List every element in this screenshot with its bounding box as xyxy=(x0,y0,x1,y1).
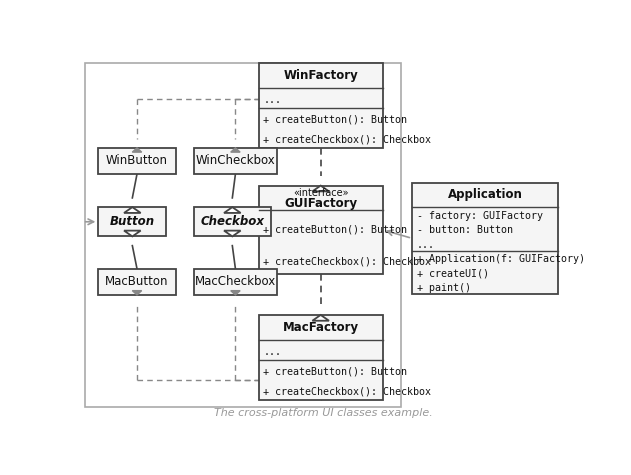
Text: MacButton: MacButton xyxy=(105,276,168,288)
Text: WinFactory: WinFactory xyxy=(283,69,358,82)
Polygon shape xyxy=(124,231,141,237)
Polygon shape xyxy=(312,186,329,191)
Text: The cross-platform UI classes example.: The cross-platform UI classes example. xyxy=(214,408,433,418)
Text: Button: Button xyxy=(110,215,155,228)
Polygon shape xyxy=(312,315,329,321)
Text: + createButton(): Button: + createButton(): Button xyxy=(263,224,408,234)
Text: - factory: GUIFactory: - factory: GUIFactory xyxy=(416,211,543,221)
Bar xyxy=(194,148,277,174)
Bar xyxy=(98,207,167,237)
Bar xyxy=(259,186,382,274)
Text: + createButton(): Button: + createButton(): Button xyxy=(263,367,408,377)
Bar xyxy=(259,315,382,399)
Polygon shape xyxy=(133,291,142,295)
Text: + createCheckbox(): Checkbox: + createCheckbox(): Checkbox xyxy=(263,387,432,397)
Bar xyxy=(98,148,176,174)
Text: + createButton(): Button: + createButton(): Button xyxy=(263,115,408,125)
Text: - button: Button: - button: Button xyxy=(416,225,513,235)
Bar xyxy=(194,269,277,295)
Text: WinCheckbox: WinCheckbox xyxy=(196,154,275,168)
Polygon shape xyxy=(224,207,240,213)
Text: + Application(f: GUIFactory): + Application(f: GUIFactory) xyxy=(416,254,585,265)
Polygon shape xyxy=(224,231,240,237)
Bar xyxy=(85,63,401,407)
Text: ...: ... xyxy=(263,347,281,357)
Text: Application: Application xyxy=(447,188,522,201)
Text: + createCheckbox(): Checkbox: + createCheckbox(): Checkbox xyxy=(263,256,432,266)
Text: Checkbox: Checkbox xyxy=(200,215,264,228)
Bar xyxy=(194,207,271,237)
Text: «interface»: «interface» xyxy=(293,188,348,198)
Text: WinButton: WinButton xyxy=(106,154,168,168)
Text: GUIFactory: GUIFactory xyxy=(284,197,357,210)
Text: ...: ... xyxy=(263,95,281,105)
Bar xyxy=(259,63,382,148)
Polygon shape xyxy=(133,148,142,152)
Polygon shape xyxy=(231,291,240,295)
Polygon shape xyxy=(231,148,240,152)
Polygon shape xyxy=(124,207,141,213)
Text: + createUI(): + createUI() xyxy=(416,269,489,279)
Text: + paint(): + paint() xyxy=(416,284,471,294)
Bar xyxy=(412,182,558,294)
Text: MacCheckbox: MacCheckbox xyxy=(195,276,276,288)
Text: MacFactory: MacFactory xyxy=(283,321,359,334)
Text: + createCheckbox(): Checkbox: + createCheckbox(): Checkbox xyxy=(263,135,432,145)
Text: ...: ... xyxy=(416,240,435,250)
Bar xyxy=(98,269,176,295)
